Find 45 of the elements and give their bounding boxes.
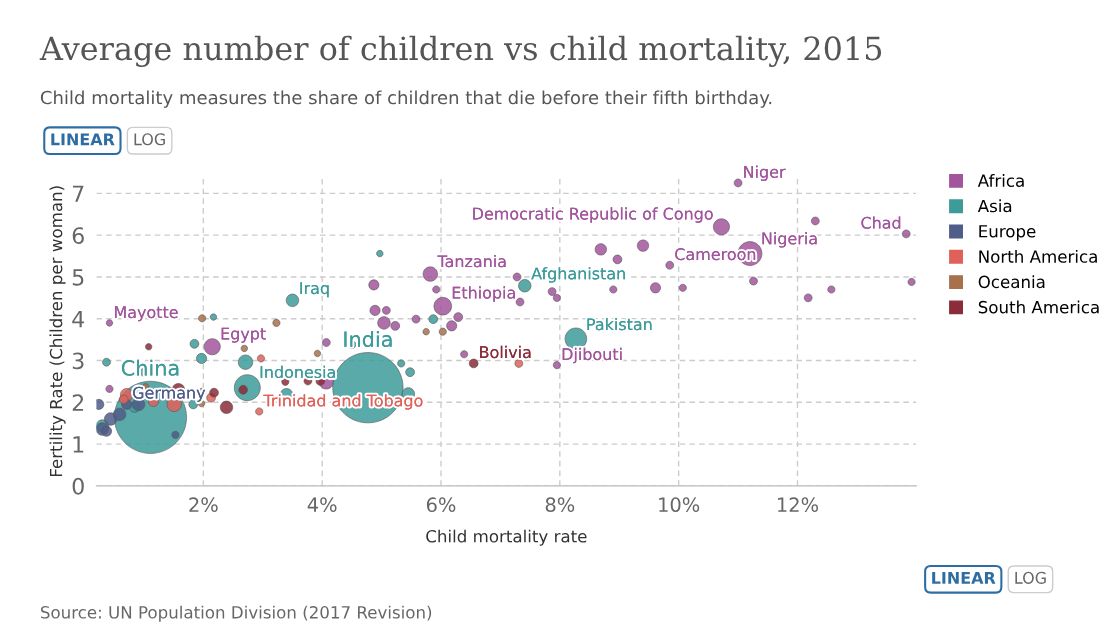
y-tick-label: 3 bbox=[72, 352, 84, 370]
annotation: Tanzania bbox=[437, 254, 506, 268]
legend-label: Africa bbox=[977, 174, 1024, 187]
y-tick-label: 1 bbox=[73, 436, 84, 453]
y-tick-label: 6 bbox=[72, 227, 84, 244]
y-tick-label: 5 bbox=[72, 269, 84, 286]
annotation: India bbox=[344, 330, 392, 348]
annotation: Ethiopia bbox=[452, 286, 515, 302]
annotation: Djibouti bbox=[562, 347, 622, 364]
annotation: China bbox=[121, 359, 179, 376]
x-axis-title: Child mortality rate bbox=[426, 529, 587, 546]
x-tick-label: 2% bbox=[189, 497, 218, 513]
chart-subtitle: Child mortality measures the share of children that die before their fifth birthday. bbox=[40, 90, 772, 108]
x-tick-label: 8% bbox=[545, 497, 575, 513]
text: LINEAR bbox=[51, 133, 115, 146]
annotation: Indonesia bbox=[260, 365, 335, 379]
source-note: Source: UN Population Division (2017 Revision) bbox=[40, 605, 432, 622]
legend-label: North America bbox=[979, 249, 1097, 263]
y-tick-label: 7 bbox=[72, 185, 84, 202]
y-tick-label: 2 bbox=[72, 394, 84, 411]
annotation: Nigeria bbox=[762, 232, 817, 248]
text: LINEAR bbox=[932, 572, 996, 584]
text: LOG bbox=[1015, 571, 1046, 584]
text: LOG bbox=[134, 133, 165, 146]
annotation: Afghanistan bbox=[531, 267, 625, 283]
annotation: Democratic Republic of Congo bbox=[473, 207, 713, 223]
legend-label: Europe bbox=[979, 225, 1036, 241]
annotation: Bolivia bbox=[480, 345, 531, 359]
annotation: Niger bbox=[744, 165, 786, 181]
x-tick-label: 4% bbox=[307, 497, 337, 513]
annotation: Iraq bbox=[300, 282, 329, 298]
y-tick-label: 0 bbox=[72, 477, 84, 495]
annotation: Mayotte bbox=[115, 306, 178, 322]
chart-title: Average number of children vs child mortality, 2015 bbox=[39, 35, 882, 68]
annotation: Egypt bbox=[221, 327, 266, 343]
x-tick-label: 12% bbox=[778, 497, 819, 513]
annotation: Chad bbox=[861, 216, 901, 229]
x-tick-label: 10% bbox=[659, 497, 700, 513]
y-axis-title: Fertility Rate (Children per woman) bbox=[49, 186, 66, 477]
legend-label: Asia bbox=[977, 199, 1012, 213]
legend-label: Oceania bbox=[978, 275, 1045, 289]
x-tick-label: 6% bbox=[426, 497, 456, 513]
legend-label: South America bbox=[978, 300, 1099, 314]
y-tick-label: 4 bbox=[72, 310, 85, 328]
annotation: Pakistan bbox=[587, 317, 652, 331]
